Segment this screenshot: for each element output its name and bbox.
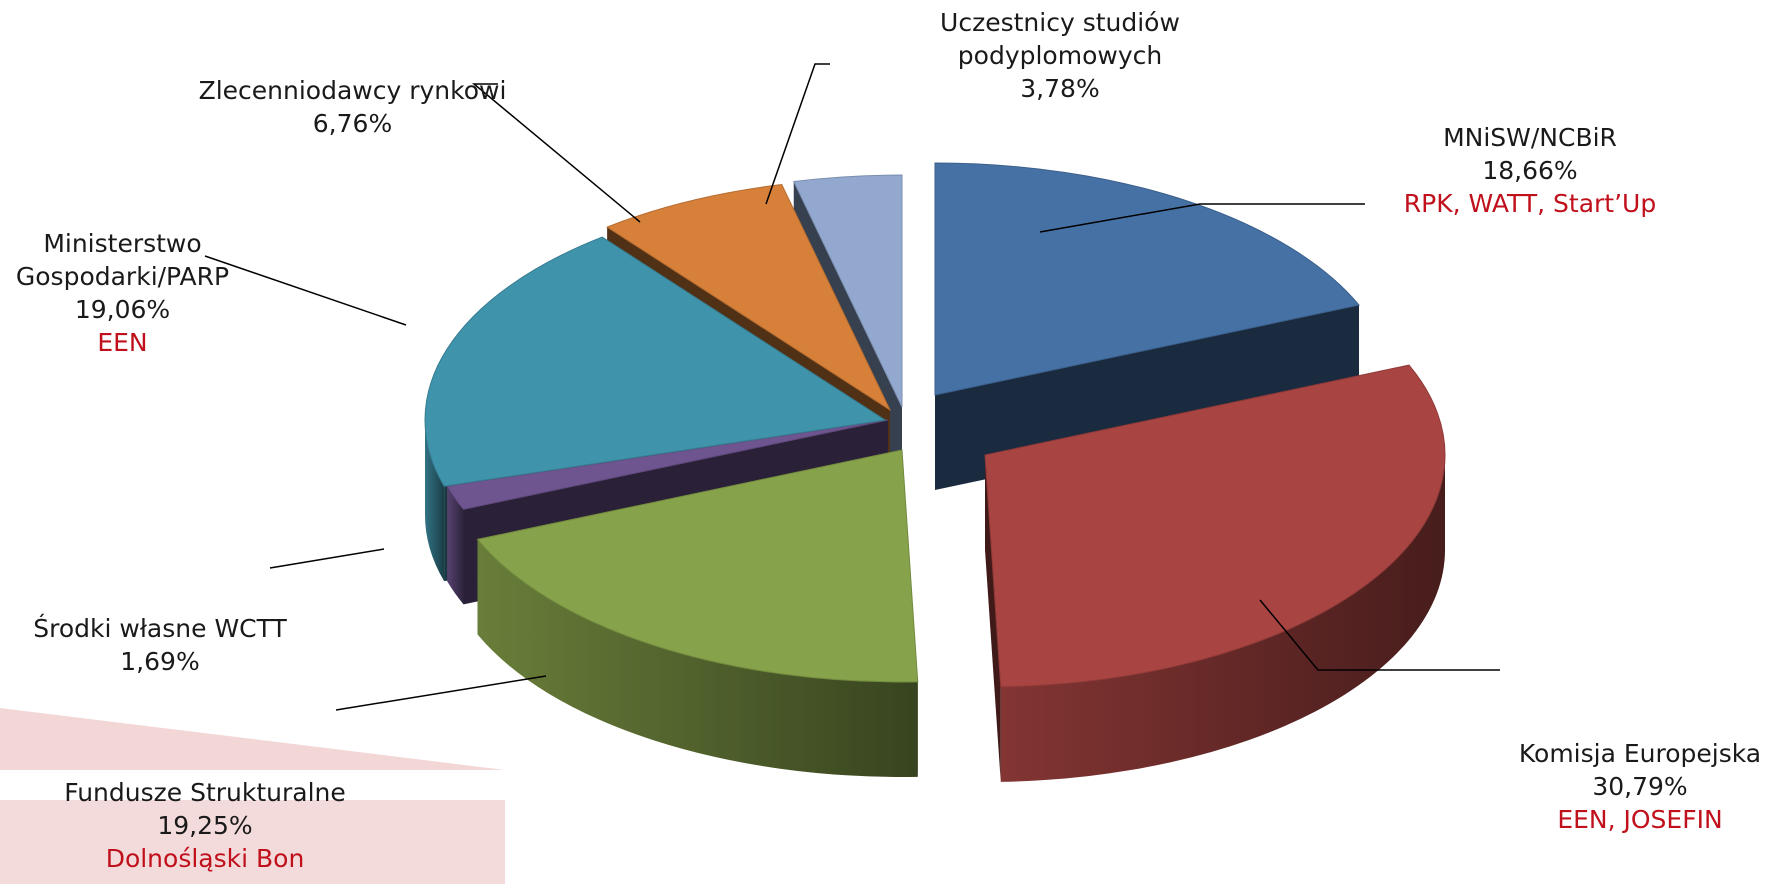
label-ke-value: 30,79% (1592, 772, 1688, 801)
slice-1 (984, 364, 1446, 688)
label-us-name-2: podyplomowych (957, 41, 1163, 70)
slice-2 (476, 449, 919, 683)
label-zr: Zlecenniodawcy rynkowi 6,76% (170, 74, 535, 140)
slice-4 (424, 236, 887, 487)
leader-line-1 (1259, 599, 1500, 671)
label-mnisw-value: 18,66% (1482, 156, 1578, 185)
label-mnisw-name: MNiSW/NCBiR (1443, 123, 1617, 152)
label-mg-name-1: Ministerstwo (43, 229, 202, 258)
pie-slices (424, 162, 1446, 688)
label-ke: Komisja Europejska 30,79% EEN, JOSEFIN (1495, 737, 1781, 836)
label-sw-value: 1,69% (120, 647, 200, 676)
label-us: Uczestnicy studiów podyplomowych 3,78% (910, 6, 1210, 105)
label-zr-name: Zlecenniodawcy rynkowi (198, 76, 507, 105)
leader-line-6 (765, 63, 830, 205)
label-mg-name-2: Gospodarki/PARP (15, 262, 230, 291)
label-mg: Ministerstwo Gospodarki/PARP 19,06% EEN (0, 227, 245, 359)
slice-6 (793, 174, 903, 408)
label-ke-note: EEN, JOSEFIN (1557, 805, 1723, 834)
leader-line-2 (335, 675, 547, 711)
label-ke-name: Komisja Europejska (1518, 739, 1762, 768)
label-us-value: 3,78% (1020, 74, 1100, 103)
label-fs-name: Fundusze Strukturalne (64, 778, 346, 807)
leader-line-5 (471, 83, 641, 223)
label-us-name-1: Uczestnicy studiów (940, 8, 1180, 37)
label-mg-value: 19,06% (74, 295, 171, 324)
label-fs-note: Dolnośląski Bon (105, 844, 305, 873)
slice-3-outer-wall (447, 486, 464, 605)
watermark-logo (0, 708, 505, 884)
slice-0 (934, 162, 1360, 396)
label-fs: Fundusze Strukturalne 19,25% Dolnośląski… (35, 776, 375, 875)
label-mnisw-note: RPK, WATT, Start’Up (1403, 189, 1657, 218)
label-sw: Środki własne WCTT 1,69% (10, 612, 310, 678)
label-mnisw: MNiSW/NCBiR 18,66% RPK, WATT, Start’Up (1365, 121, 1695, 220)
label-sw-name: Środki własne WCTT (33, 614, 287, 643)
leader-lines (204, 63, 1500, 711)
slice-4-outer-wall (425, 420, 445, 582)
label-mg-note: EEN (97, 328, 148, 357)
leader-line-0 (1039, 203, 1365, 233)
label-fs-value: 19,25% (157, 811, 253, 840)
leader-line-3 (269, 548, 385, 569)
slice-1-outer-wall (1000, 455, 1445, 782)
leader-line-4 (204, 255, 407, 326)
label-zr-value: 6,76% (312, 109, 393, 138)
slice-1-radial-wall (985, 455, 1001, 782)
